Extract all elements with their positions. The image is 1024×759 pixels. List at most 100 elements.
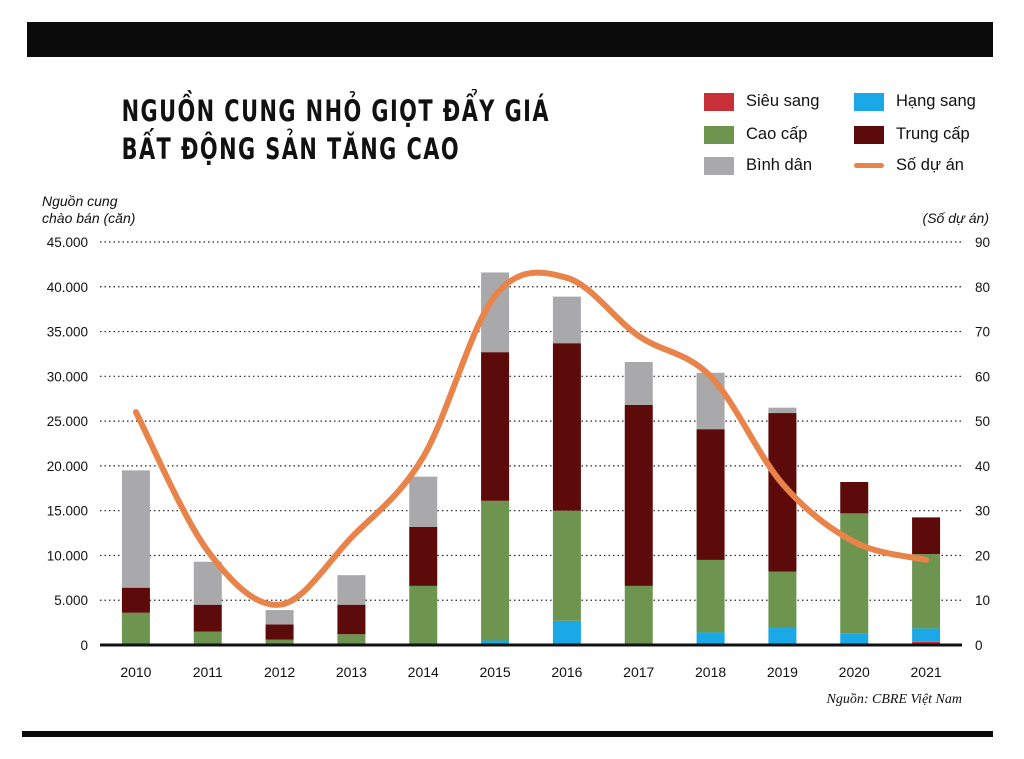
y2-tick-label: 60 (975, 369, 990, 384)
chart-legend: Siêu sang Hạng sang Cao cấp Trung cấp Bì… (704, 90, 1004, 180)
y2-axis-title: (Số dự án) (922, 210, 989, 226)
x-tick-label: 2013 (336, 664, 367, 680)
bar-segment-cao_cap (696, 559, 725, 633)
top-banner-bar (27, 22, 993, 57)
y2-tick-label: 30 (975, 504, 990, 519)
bar-segment-cao_cap (912, 554, 941, 629)
y2-tick-label: 0 (975, 638, 983, 653)
bar-segment-binh_dan (193, 561, 222, 605)
legend-item-hang-sang: Hạng sang (854, 92, 976, 111)
bar-segment-binh_dan (552, 296, 581, 344)
bar-segment-cao_cap (337, 634, 366, 645)
legend-label-trung-cap: Trung cấp (896, 125, 970, 143)
bar-segment-trung_cap (265, 624, 294, 640)
y-tick-label: 10.000 (47, 548, 88, 563)
legend-label-hang-sang: Hạng sang (896, 92, 976, 110)
y-axis-title-line-2: chào bán (căn) (42, 210, 136, 226)
bar-segment-hang_sang (552, 620, 581, 645)
y2-tick-label: 70 (975, 325, 990, 340)
bar-segment-binh_dan (624, 362, 653, 405)
legend-item-so-du-an: Số dự án (854, 156, 964, 175)
x-tick-label: 2018 (695, 664, 726, 680)
y-tick-label: 35.000 (47, 325, 88, 340)
bar-segment-hang_sang (912, 628, 941, 642)
bar-segment-trung_cap (409, 526, 438, 586)
y-axis-title-line-1: Nguồn cung (42, 193, 118, 209)
bar-segment-trung_cap (552, 343, 581, 511)
bar-segment-trung_cap (912, 517, 941, 555)
bar-segment-binh_dan (121, 470, 150, 588)
x-tick-label: 2019 (767, 664, 798, 680)
legend-label-cao-cap: Cao cấp (746, 125, 808, 143)
bar-segment-trung_cap (624, 404, 653, 586)
y-axis-title: Nguồn cung chào bán (căn) (42, 193, 135, 227)
line-series-so-du-an (132, 269, 930, 608)
y-tick-label: 0 (80, 638, 88, 653)
bar-segment-trung_cap (696, 429, 725, 560)
x-tick-label: 2015 (480, 664, 511, 680)
bar-segment-cao_cap (193, 631, 222, 645)
bar-segment-trung_cap (337, 604, 366, 635)
x-tick-label: 2021 (911, 664, 942, 680)
legend-item-cao-cap: Cao cấp (704, 125, 807, 144)
bar-segment-binh_dan (696, 372, 725, 430)
x-tick-label: 2016 (551, 664, 582, 680)
y-tick-label: 45.000 (47, 235, 88, 250)
bar-segment-hang_sang (696, 632, 725, 645)
x-tick-label: 2020 (839, 664, 870, 680)
x-tick-label: 2012 (264, 664, 295, 680)
y2-tick-label: 80 (975, 280, 990, 295)
bar-segment-trung_cap (840, 482, 869, 514)
source-note: Nguồn: CBRE Việt Nam (826, 692, 962, 707)
chart-title-line-2: BẤT ĐỘNG SẢN TĂNG CAO (121, 132, 461, 166)
legend-item-binh-dan: Bình dân (704, 156, 812, 175)
y-tick-label: 40.000 (47, 280, 88, 295)
bar-segment-cao_cap (624, 585, 653, 645)
legend-swatch-trung-cap (854, 125, 884, 144)
x-tick-label: 2011 (193, 664, 223, 680)
legend-label-sieu-sang: Siêu sang (746, 92, 820, 110)
bar-segment-binh_dan (409, 476, 438, 527)
y2-tick-label: 10 (975, 593, 990, 608)
legend-item-sieu-sang: Siêu sang (704, 92, 819, 111)
y-tick-label: 25.000 (47, 414, 88, 429)
y-tick-label: 30.000 (47, 369, 88, 384)
y2-tick-label: 90 (975, 235, 990, 250)
legend-swatch-hang-sang (854, 92, 884, 111)
legend-item-trung-cap: Trung cấp (854, 125, 970, 144)
y2-tick-label: 40 (975, 459, 990, 474)
bar-segment-cao_cap (552, 510, 581, 621)
bar-segment-sieu_sang (912, 641, 941, 645)
legend-swatch-cao-cap (704, 125, 734, 144)
bottom-rule (22, 731, 993, 737)
y-tick-label: 15.000 (47, 504, 88, 519)
bar-segment-cao_cap (840, 513, 869, 634)
legend-label-so-du-an: Số dự án (896, 156, 964, 174)
legend-swatch-binh-dan (704, 156, 734, 175)
bar-segment-hang_sang (768, 627, 797, 645)
x-tick-label: 2014 (408, 664, 439, 680)
legend-label-binh-dan: Bình dân (746, 156, 813, 174)
bar-segment-cao_cap (768, 571, 797, 628)
y2-tick-label: 50 (975, 414, 990, 429)
bar-segment-binh_dan (337, 575, 366, 605)
x-tick-label: 2010 (120, 664, 151, 680)
y2-tick-label: 20 (975, 548, 990, 563)
bar-segment-trung_cap (481, 352, 510, 501)
y-tick-label: 5.000 (54, 593, 88, 608)
legend-swatch-so-du-an (854, 163, 884, 168)
bar-segment-hang_sang (481, 640, 510, 645)
bar-segment-trung_cap (193, 604, 222, 632)
bar-segment-cao_cap (409, 585, 438, 645)
legend-swatch-sieu-sang (704, 92, 734, 111)
bar-segment-trung_cap (121, 587, 150, 613)
x-tick-label: 2017 (623, 664, 654, 680)
bar-segment-cao_cap (265, 639, 294, 645)
y-tick-label: 20.000 (47, 459, 88, 474)
bar-segment-binh_dan (265, 610, 294, 625)
bar-segment-cao_cap (481, 500, 510, 641)
bar-segment-hang_sang (840, 633, 869, 645)
bar-segment-binh_dan (768, 407, 797, 414)
bar-segment-cao_cap (121, 612, 150, 645)
